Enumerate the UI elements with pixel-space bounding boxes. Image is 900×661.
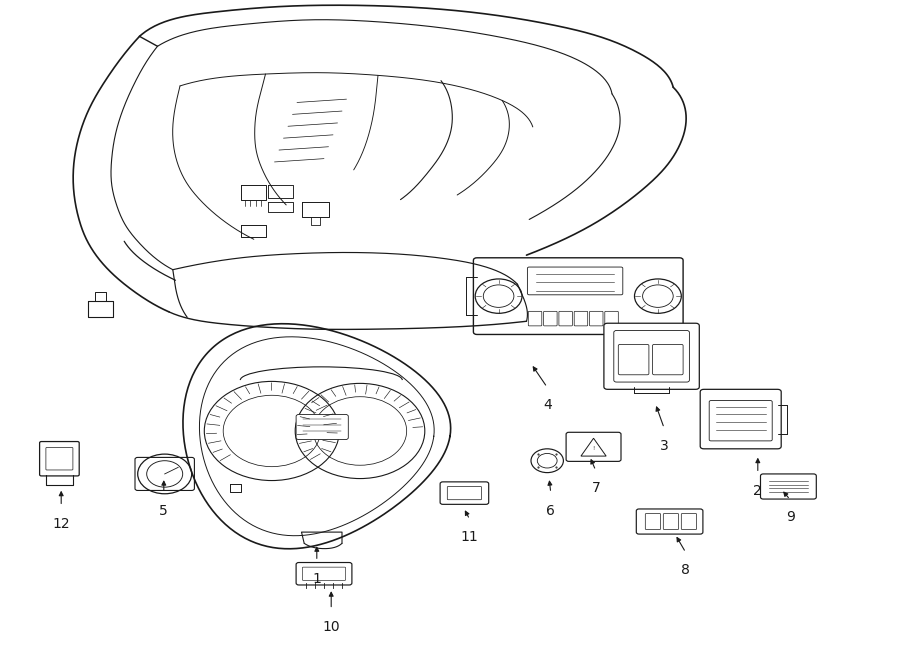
FancyBboxPatch shape: [447, 486, 482, 500]
FancyBboxPatch shape: [614, 330, 689, 382]
FancyBboxPatch shape: [604, 323, 699, 389]
FancyBboxPatch shape: [40, 442, 79, 476]
Text: 10: 10: [322, 620, 340, 634]
FancyBboxPatch shape: [709, 401, 772, 441]
Text: 6: 6: [546, 504, 555, 518]
Text: 2: 2: [753, 484, 762, 498]
FancyBboxPatch shape: [528, 311, 542, 326]
FancyBboxPatch shape: [636, 509, 703, 534]
FancyBboxPatch shape: [652, 344, 683, 375]
Text: 3: 3: [660, 439, 669, 453]
Text: 7: 7: [591, 481, 600, 495]
Text: 1: 1: [312, 572, 321, 586]
FancyBboxPatch shape: [440, 482, 489, 504]
FancyBboxPatch shape: [296, 414, 348, 440]
Polygon shape: [581, 438, 607, 456]
FancyBboxPatch shape: [296, 563, 352, 585]
FancyBboxPatch shape: [527, 267, 623, 295]
FancyBboxPatch shape: [618, 344, 649, 375]
Text: 12: 12: [52, 517, 70, 531]
Text: 9: 9: [786, 510, 795, 524]
FancyBboxPatch shape: [590, 311, 603, 326]
FancyBboxPatch shape: [544, 311, 557, 326]
Text: 5: 5: [159, 504, 168, 518]
FancyBboxPatch shape: [302, 567, 346, 580]
FancyBboxPatch shape: [473, 258, 683, 334]
FancyBboxPatch shape: [663, 514, 679, 529]
FancyBboxPatch shape: [605, 311, 618, 326]
FancyBboxPatch shape: [645, 514, 661, 529]
FancyBboxPatch shape: [681, 514, 697, 529]
Text: 4: 4: [543, 398, 552, 412]
Text: !: !: [592, 446, 595, 451]
FancyBboxPatch shape: [760, 474, 816, 499]
FancyBboxPatch shape: [559, 311, 572, 326]
FancyBboxPatch shape: [46, 447, 73, 470]
FancyBboxPatch shape: [566, 432, 621, 461]
FancyBboxPatch shape: [574, 311, 588, 326]
Text: 8: 8: [681, 563, 690, 577]
Text: 11: 11: [461, 530, 479, 544]
FancyBboxPatch shape: [700, 389, 781, 449]
